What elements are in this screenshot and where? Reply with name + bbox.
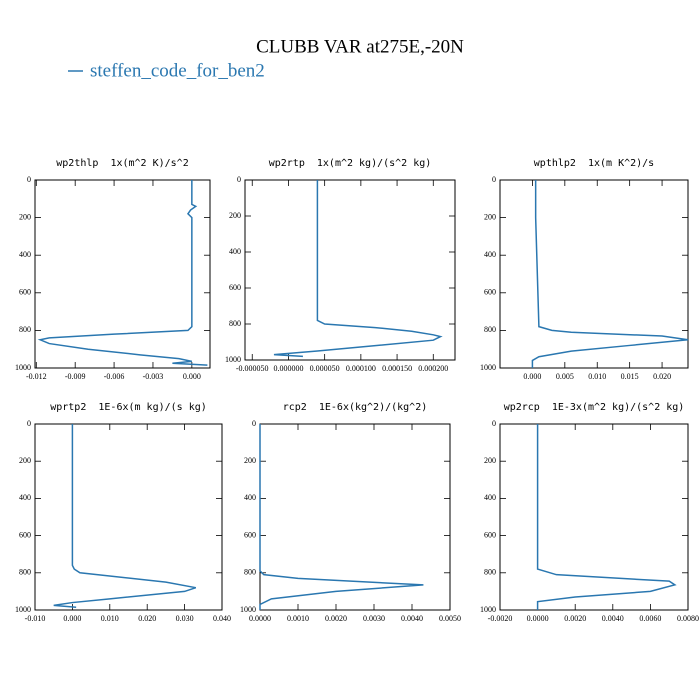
x-tick-label: 0.000 [183, 372, 201, 381]
x-tick-label: 0.020 [138, 614, 156, 623]
x-tick-label: -0.009 [65, 372, 86, 381]
y-tick-label: 0 [237, 175, 241, 184]
x-tick-label: 0.0060 [639, 614, 661, 623]
x-tick-label: 0.030 [176, 614, 194, 623]
x-tick-label: -0.000050 [236, 364, 269, 373]
y-tick-label: 200 [229, 211, 241, 220]
y-tick-label: 600 [484, 530, 496, 539]
panel-title: rcp2 1E-6x(kg^2)/(kg^2) [283, 402, 428, 413]
y-tick-label: 1000 [480, 363, 496, 372]
y-tick-label: 400 [484, 493, 496, 502]
y-tick-label: 200 [19, 456, 31, 465]
y-tick-label: 1000 [15, 363, 31, 372]
plot-frame [499, 179, 689, 369]
x-tick-label: -0.010 [25, 614, 46, 623]
y-tick-label: 400 [229, 247, 241, 256]
x-tick-label: 0.040 [213, 614, 231, 623]
plot-frame [34, 179, 211, 369]
x-tick-label: 0.0030 [363, 614, 385, 623]
y-tick-label: 0 [27, 419, 31, 428]
page-title: CLUBB VAR at275E,-20N [256, 36, 464, 57]
profile-line [53, 424, 197, 608]
y-tick-label: 200 [484, 456, 496, 465]
x-tick-label: 0.000050 [310, 364, 340, 373]
profile-line [259, 424, 424, 610]
y-tick-label: 1000 [480, 605, 496, 614]
y-tick-label: 800 [19, 568, 31, 577]
y-tick-label: 400 [19, 493, 31, 502]
x-tick-label: -0.006 [104, 372, 125, 381]
x-tick-label: 0.0010 [287, 614, 309, 623]
y-tick-label: 1000 [240, 605, 256, 614]
x-tick-label: 0.000 [63, 614, 81, 623]
y-tick-label: 400 [19, 250, 31, 259]
x-tick-label: 0.015 [621, 372, 639, 381]
x-tick-label: 0.000150 [382, 364, 412, 373]
x-tick-label: 0.0000 [527, 614, 549, 623]
plot-frame [499, 423, 689, 611]
x-tick-label: 0.010 [588, 372, 606, 381]
x-tick-label: -0.0020 [488, 614, 513, 623]
x-tick-label: 0.010 [101, 614, 119, 623]
plot-frame [244, 179, 456, 361]
y-tick-label: 400 [484, 250, 496, 259]
x-tick-label: 0.0020 [325, 614, 347, 623]
x-tick-label: 0.000000 [273, 364, 303, 373]
y-tick-label: 800 [244, 568, 256, 577]
y-tick-label: 0 [27, 175, 31, 184]
profile-line [531, 180, 689, 368]
y-tick-label: 400 [244, 493, 256, 502]
plot-frame [259, 423, 451, 611]
y-tick-label: 600 [19, 288, 31, 297]
y-tick-label: 600 [229, 283, 241, 292]
plot-frame [34, 423, 223, 611]
x-tick-label: -0.003 [143, 372, 164, 381]
y-tick-label: 1000 [15, 605, 31, 614]
profile-line [37, 180, 208, 366]
y-tick-label: 0 [492, 419, 496, 428]
x-tick-label: -0.012 [26, 372, 47, 381]
y-tick-label: 200 [484, 212, 496, 221]
y-tick-label: 600 [484, 288, 496, 297]
panel-title: wprtp2 1E-6x(m kg)/(s kg) [50, 402, 207, 413]
x-tick-label: 0.0040 [401, 614, 423, 623]
panel-title: wpthlp2 1x(m K^2)/s [534, 158, 654, 169]
x-tick-label: 0.0080 [677, 614, 699, 623]
x-tick-label: 0.000 [523, 372, 541, 381]
profile-line [273, 180, 443, 358]
y-tick-label: 0 [492, 175, 496, 184]
y-tick-label: 200 [19, 212, 31, 221]
x-tick-label: 0.0040 [602, 614, 624, 623]
x-tick-label: 0.000100 [346, 364, 376, 373]
y-tick-label: 200 [244, 456, 256, 465]
y-tick-label: 800 [229, 319, 241, 328]
y-tick-label: 600 [244, 530, 256, 539]
x-tick-label: 0.0000 [249, 614, 271, 623]
panel-title: wp2rcp 1E-3x(m^2 kg)/(s^2 kg) [504, 402, 685, 413]
x-tick-label: 0.000200 [418, 364, 448, 373]
y-tick-label: 800 [19, 325, 31, 334]
profile-line [536, 424, 677, 610]
y-tick-label: 800 [484, 568, 496, 577]
panel-title: wp2rtp 1x(m^2 kg)/(s^2 kg) [269, 158, 432, 169]
x-tick-label: 0.0050 [439, 614, 461, 623]
panel-title: wp2thlp 1x(m^2 K)/s^2 [56, 158, 188, 169]
y-tick-label: 0 [252, 419, 256, 428]
x-tick-label: 0.0020 [564, 614, 586, 623]
y-tick-label: 1000 [225, 355, 241, 364]
x-tick-label: 0.005 [556, 372, 574, 381]
y-tick-label: 600 [19, 530, 31, 539]
x-tick-label: 0.020 [653, 372, 671, 381]
y-tick-label: 800 [484, 325, 496, 334]
legend-label: steffen_code_for_ben2 [90, 60, 265, 81]
